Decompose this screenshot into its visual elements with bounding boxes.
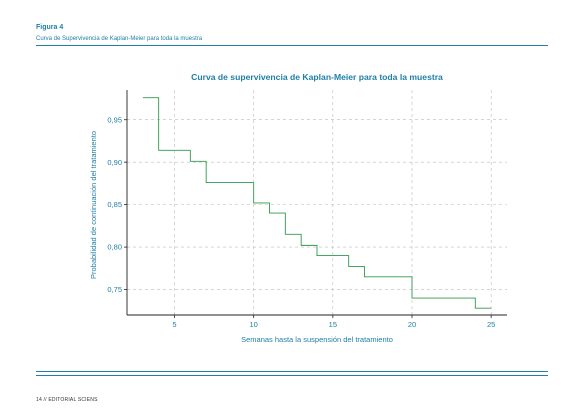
x-tick-label-1: 10 — [249, 320, 257, 329]
header-divider — [36, 45, 548, 46]
grid-lines — [127, 90, 507, 315]
x-tick-label-4: 25 — [487, 320, 495, 329]
y-axis-label: Probabilidad de continuación del tratami… — [89, 131, 98, 279]
tick-labels: 5 10 15 20 25 0,75 0,80 0,85 0,90 0,95 — [107, 115, 495, 329]
y-tick-label-1: 0,80 — [107, 243, 122, 252]
figure-label: Figura 4 — [36, 24, 64, 31]
x-axis-label: Semanas hasta la suspensión del tratamie… — [241, 335, 393, 344]
chart-title: Curva de supervivencia de Kaplan-Meier p… — [191, 72, 443, 82]
y-tick-label-3: 0,90 — [107, 158, 122, 167]
footer-divider-top — [36, 371, 548, 372]
footer-text: 14 // EDITORIAL SCIENS — [36, 397, 98, 403]
y-tick-label-2: 0,85 — [107, 200, 122, 209]
series-group — [142, 97, 492, 309]
x-tick-label-2: 15 — [329, 320, 337, 329]
footer-divider-bottom — [36, 375, 548, 376]
axes — [126, 90, 507, 316]
figure-caption: Curva de Supervivencia de Kaplan-Meier p… — [36, 36, 203, 42]
y-tick-label-0: 0,75 — [107, 285, 122, 294]
x-tick-label-3: 20 — [408, 320, 416, 329]
survival-step-line-0 — [142, 97, 492, 309]
x-tick-label-0: 5 — [172, 320, 176, 329]
y-tick-label-4: 0,95 — [107, 115, 122, 124]
